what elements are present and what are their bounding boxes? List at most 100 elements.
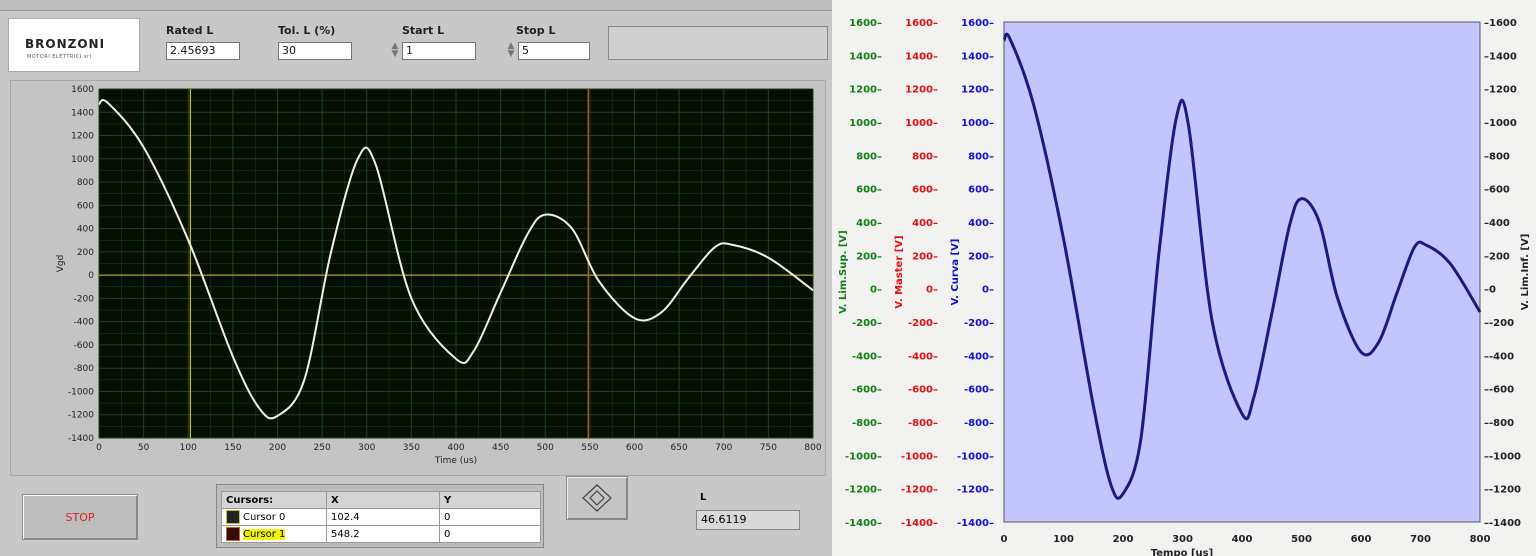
start-l-spinner[interactable]: ▲ ▼ <box>391 41 399 59</box>
y-tick-label-green: 800– <box>856 151 882 162</box>
x-tick-label: 500 <box>1291 534 1312 545</box>
cursor-header-x: X <box>326 491 440 509</box>
x-axis-label: Tempo [us] <box>1151 548 1213 556</box>
stop-button[interactable]: STOP <box>22 494 138 540</box>
x-tick-label: 250 <box>314 443 331 453</box>
y-tick-label-red: 0– <box>926 285 938 296</box>
cursor-1-x: 548.2 <box>326 525 440 543</box>
y-tick-label-red: 1400– <box>905 51 938 62</box>
cursor-1-name: Cursor 1 <box>243 529 286 540</box>
y-tick-label: 1400 <box>71 108 94 118</box>
y-tick-label-red: -600– <box>908 385 938 396</box>
y-tick-label-right: –-200 <box>1484 318 1514 329</box>
x-tick-label: 550 <box>581 443 598 453</box>
cursor-row[interactable]: Cursor 0 102.4 0 <box>221 508 541 526</box>
y-tick-label-blue: 200– <box>968 251 994 262</box>
labview-panel: BRONZONI MOTORI ELETTRICI srl Rated L 2.… <box>0 0 832 556</box>
y-axis-label-blue: V. Curva [V] <box>950 239 961 306</box>
stop-l-spinner[interactable]: ▲ ▼ <box>507 41 515 59</box>
comparison-chart: 1600–1400–1200–1000–800–600–400–200–0–-2… <box>838 18 1531 556</box>
x-tick-label: 100 <box>1053 534 1074 545</box>
y-tick-label-green: 1200– <box>849 85 882 96</box>
x-tick-label: 500 <box>537 443 554 453</box>
y-tick-label-blue: 0– <box>982 285 994 296</box>
tol-l-field[interactable]: 30 <box>278 42 352 60</box>
y-tick-label-right: –-1000 <box>1484 451 1521 462</box>
y-tick-label: 600 <box>77 201 94 211</box>
y-tick-label: -1400 <box>68 434 94 444</box>
x-tick-label: 800 <box>804 443 821 453</box>
series-line-0 <box>98 99 814 420</box>
x-tick-label: 600 <box>626 443 643 453</box>
message-box <box>608 26 828 60</box>
y-axis-label-right: V. Lim.Inf. [V] <box>1520 234 1531 311</box>
y-tick-label-red: -800– <box>908 418 938 429</box>
y-tick-label-red: 1200– <box>905 85 938 96</box>
y-tick-label-right: –200 <box>1484 251 1510 262</box>
y-tick-label-right: –1600 <box>1484 18 1517 29</box>
y-tick-label-blue: 1400– <box>961 51 994 62</box>
y-tick-label-green: -800– <box>852 418 882 429</box>
cursor-row[interactable]: Cursor 1 548.2 0 <box>221 525 541 543</box>
y-tick-label-right: –1000 <box>1484 118 1517 129</box>
y-tick-label-right: –600 <box>1484 185 1510 196</box>
y-tick-label: -1200 <box>68 411 94 421</box>
x-tick-label: 0 <box>1001 534 1008 545</box>
y-tick-label-right: –1200 <box>1484 85 1517 96</box>
cursor-header-name: Cursors: <box>221 491 327 509</box>
start-l-field[interactable]: 1 <box>402 42 476 60</box>
l-label: L <box>700 492 707 503</box>
y-tick-label-green: 400– <box>856 218 882 229</box>
cursor-0-cell[interactable]: Cursor 0 <box>221 508 327 526</box>
rated-l-field[interactable]: 2.45693 <box>166 42 240 60</box>
cursor-table: Cursors: X Y Cursor 0 102.4 0 Cursor 1 5… <box>221 491 541 543</box>
y-tick-label-red: -200– <box>908 318 938 329</box>
y-tick-label-green: -1400– <box>845 518 882 529</box>
y-tick-label-blue: -800– <box>964 418 994 429</box>
y-tick-label-green: 200– <box>856 251 882 262</box>
y-tick-label: -800 <box>74 364 95 374</box>
cursor-0-x: 102.4 <box>326 508 440 526</box>
y-tick-label-right: –800 <box>1484 151 1510 162</box>
y-tick-label-red: 400– <box>912 218 938 229</box>
x-tick-label: 300 <box>1172 534 1193 545</box>
x-tick-label: 700 <box>1410 534 1431 545</box>
x-tick-label: 50 <box>138 443 150 453</box>
waveform-graph-frame: 1600 1400 1200 1000 800 600 400 200 0 -200 -400 -60… <box>10 80 826 476</box>
y-tick-label-green: -200– <box>852 318 882 329</box>
x-tick-label: 450 <box>492 443 509 453</box>
y-tick-label-green: 1400– <box>849 51 882 62</box>
x-tick-label: 200 <box>269 443 286 453</box>
y-tick-label: -200 <box>74 294 95 304</box>
stop-l-field[interactable]: 5 <box>518 42 590 60</box>
graph-navigation-button[interactable] <box>566 476 628 520</box>
cursor-1-swatch <box>226 527 240 541</box>
cursor-0-swatch <box>226 510 240 524</box>
y-tick-label-blue: -200– <box>964 318 994 329</box>
waveform-graph[interactable]: 16001400120010008006004002000-200-400-60… <box>11 81 827 477</box>
y-tick-label-right: –-800 <box>1484 418 1514 429</box>
y-tick-label-right: –400 <box>1484 218 1510 229</box>
y-tick-label-blue: -400– <box>964 351 994 362</box>
y-axis-label-red: V. Master [V] <box>894 235 905 308</box>
cursor-0-name: Cursor 0 <box>243 512 286 523</box>
cursor-1-cell[interactable]: Cursor 1 <box>221 525 327 543</box>
y-tick-label: 1600 <box>71 85 94 95</box>
y-tick-label-blue: -1400– <box>957 518 994 529</box>
y-tick-label-red: -1400– <box>901 518 938 529</box>
y-tick-label-blue: 600– <box>968 185 994 196</box>
y-tick-label: -600 <box>74 341 95 351</box>
x-tick-label: 150 <box>224 443 241 453</box>
y-tick-label-green: -600– <box>852 385 882 396</box>
y-tick-label-blue: 1600– <box>961 18 994 29</box>
x-tick-label: 700 <box>715 443 732 453</box>
y-tick-label: 0 <box>88 271 94 281</box>
start-l-label: Start L <box>402 24 445 37</box>
brand-logo: BRONZONI MOTORI ELETTRICI srl <box>8 18 140 72</box>
y-tick-label-green: 0– <box>870 285 882 296</box>
x-tick-label: 300 <box>358 443 375 453</box>
y-tick-label-blue: -600– <box>964 385 994 396</box>
y-tick-label: 1000 <box>71 155 94 165</box>
y-tick-label-blue: 1000– <box>961 118 994 129</box>
y-tick-label: 1200 <box>71 132 94 142</box>
